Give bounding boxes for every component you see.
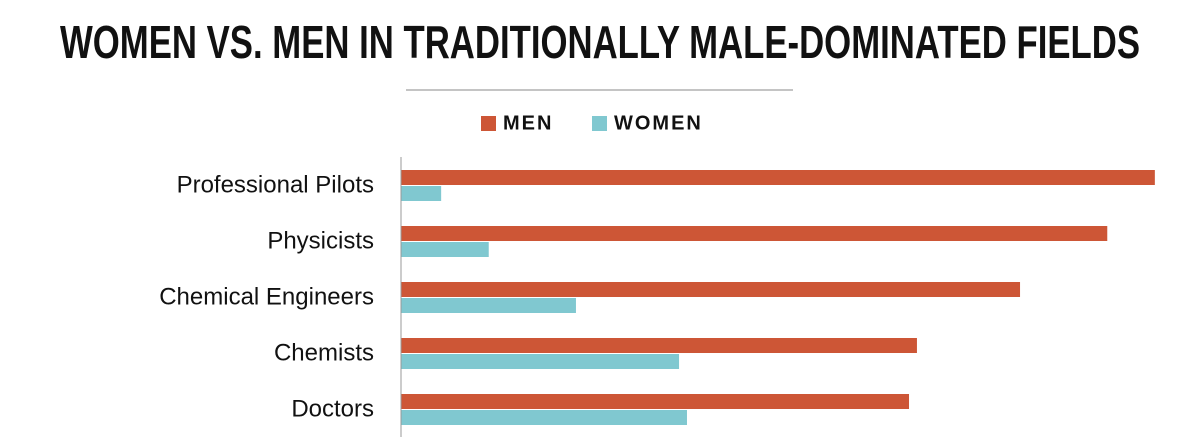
bar [401, 410, 687, 425]
bar [401, 338, 917, 353]
category-label: Doctors [291, 395, 374, 422]
bar [401, 282, 1021, 297]
category-label: Chemical Engineers [159, 283, 374, 310]
bar [401, 354, 680, 369]
category-label: Professional Pilots [177, 171, 374, 198]
category-label: Chemists [274, 339, 374, 366]
bar [401, 186, 442, 201]
bar [401, 242, 489, 257]
bar [401, 226, 1108, 241]
bar [401, 298, 576, 313]
bar [401, 394, 910, 409]
legend-label: MEN [503, 112, 553, 134]
legend-swatch [592, 116, 607, 131]
legend-label: WOMEN [614, 112, 703, 134]
chart-title: WOMEN VS. MEN IN TRADITIONALLY MALE-DOMI… [60, 16, 1140, 68]
bar [401, 170, 1155, 185]
category-label: Physicists [267, 227, 374, 254]
legend-swatch [481, 116, 496, 131]
